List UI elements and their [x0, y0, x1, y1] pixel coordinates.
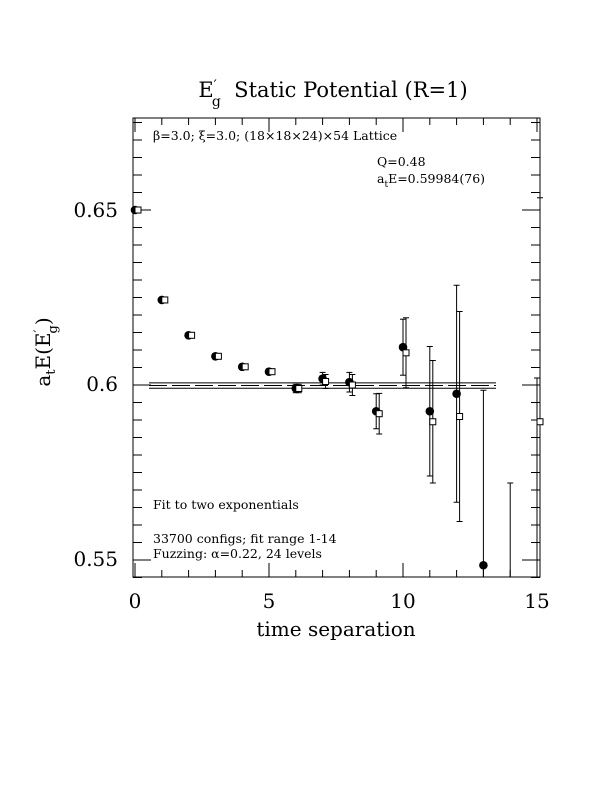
- q-annotation: Q=0.48: [377, 154, 426, 169]
- data-point-square: [241, 363, 249, 371]
- y-tick-label-0.55: 0.55: [73, 547, 118, 571]
- x-tick-label-0: 0: [129, 589, 142, 613]
- data-point-circle: [452, 389, 461, 399]
- x-tick-label-15: 15: [524, 589, 549, 613]
- y-tick-label-0.65: 0.65: [73, 198, 118, 222]
- data-point-square: [214, 352, 222, 360]
- data-point-square: [134, 206, 142, 214]
- data-point-square: [348, 381, 356, 389]
- data-point-square: [322, 378, 330, 385]
- axis-ticks: [133, 118, 540, 578]
- energy-annotation: atE=0.59984(76): [377, 171, 485, 190]
- configs-annotation: 33700 configs; fit range 1-14: [153, 531, 337, 546]
- data-point-circle: [425, 406, 435, 416]
- data-point-square: [402, 349, 410, 357]
- y-axis-label: atE(E′g): [31, 317, 61, 386]
- data-point-square: [188, 331, 196, 339]
- x-tick-label-5: 5: [263, 589, 276, 613]
- data-point-square: [375, 410, 383, 418]
- y-tick-label-0.6: 0.6: [86, 372, 118, 396]
- chart-title: E′ g Static Potential (R=1): [198, 78, 467, 110]
- x-tick-label-10: 10: [390, 589, 415, 613]
- data-points: [130, 197, 544, 577]
- x-axis-label: time separation: [256, 617, 415, 641]
- data-point-square: [456, 413, 464, 420]
- data-point-square: [536, 418, 544, 426]
- lattice-annotation: β=3.0; ξ=3.0; (18×18×24)×54 Lattice: [153, 128, 397, 143]
- data-point-square: [161, 296, 169, 304]
- data-point-square: [268, 368, 276, 376]
- data-point-square: [295, 385, 303, 392]
- fuzzing-annotation: Fuzzing: α=0.22, 24 levels: [153, 546, 322, 561]
- data-point-square: [429, 418, 437, 426]
- data-point-circle: [479, 560, 488, 570]
- fit-annotation: Fit to two exponentials: [153, 497, 299, 512]
